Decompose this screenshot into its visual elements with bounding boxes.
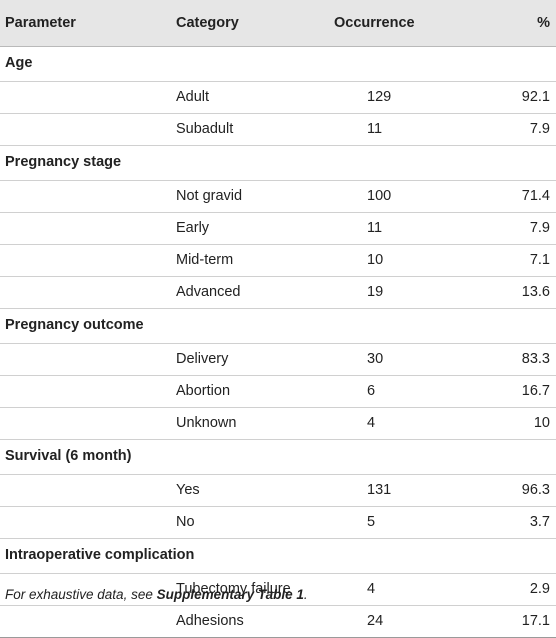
category-cell: Unknown (176, 407, 334, 440)
category-cell: Tubectomy failure (176, 573, 334, 606)
header-parameter: Parameter (0, 0, 176, 47)
footnote-suffix: . (303, 587, 308, 602)
category-cell: Delivery (176, 343, 334, 376)
occurrence-cell: 19 (334, 276, 464, 309)
empty-cell (0, 343, 176, 376)
percent-cell: 7.9 (464, 212, 556, 245)
table-row: Abortion 6 16.7 (0, 375, 556, 408)
occurrence-cell: 24 (334, 605, 464, 638)
empty-cell (0, 506, 176, 539)
table-row: Advanced 19 13.6 (0, 276, 556, 309)
footnote: For exhaustive data, see Supplementary T… (5, 587, 308, 602)
group-row: Survival (6 month) (0, 439, 556, 475)
table-row: Subadult 11 7.9 (0, 113, 556, 146)
occurrence-cell: 5 (334, 506, 464, 539)
percent-cell: 92.1 (464, 81, 556, 114)
table-row: Adult 129 92.1 (0, 81, 556, 114)
percent-cell: 7.9 (464, 113, 556, 146)
group-parameter: Age (0, 46, 556, 82)
percent-cell: 17.1 (464, 605, 556, 638)
percent-cell: 13.6 (464, 276, 556, 309)
category-cell: Not gravid (176, 180, 334, 213)
category-cell: Abortion (176, 375, 334, 408)
header-category: Category (176, 0, 334, 47)
empty-cell (0, 180, 176, 213)
group-row: Intraoperative complication (0, 538, 556, 574)
group-row: Pregnancy outcome (0, 308, 556, 344)
table-row: Early 11 7.9 (0, 212, 556, 245)
category-cell: Subadult (176, 113, 334, 146)
table-row: Not gravid 100 71.4 (0, 180, 556, 213)
category-cell: Advanced (176, 276, 334, 309)
group-parameter: Intraoperative complication (0, 538, 556, 574)
percent-cell: 3.7 (464, 506, 556, 539)
table-row: No 5 3.7 (0, 506, 556, 539)
empty-cell (0, 573, 176, 606)
occurrence-cell: 6 (334, 375, 464, 408)
category-cell: Yes (176, 474, 334, 507)
empty-cell (0, 375, 176, 408)
table-row: Tubectomy failure 4 2.9 (0, 573, 556, 606)
occurrence-cell: 10 (334, 244, 464, 277)
empty-cell (0, 81, 176, 114)
category-cell: Early (176, 212, 334, 245)
empty-cell (0, 276, 176, 309)
percent-cell: 83.3 (464, 343, 556, 376)
category-cell: Mid-term (176, 244, 334, 277)
table-row: Yes 131 96.3 (0, 474, 556, 507)
occurrence-cell: 129 (334, 81, 464, 114)
occurrence-cell: 4 (334, 573, 464, 606)
group-parameter: Pregnancy stage (0, 145, 556, 181)
occurrence-cell: 131 (334, 474, 464, 507)
empty-cell (0, 244, 176, 277)
percent-cell: 7.1 (464, 244, 556, 277)
group-row: Pregnancy stage (0, 145, 556, 181)
table-row: Adhesions 24 17.1 (0, 605, 556, 638)
table-row: Mid-term 10 7.1 (0, 244, 556, 277)
empty-cell (0, 212, 176, 245)
percent-cell: 16.7 (464, 375, 556, 408)
occurrence-cell: 11 (334, 113, 464, 146)
empty-cell (0, 407, 176, 440)
percent-cell: 10 (464, 407, 556, 440)
occurrence-cell: 30 (334, 343, 464, 376)
percent-cell: 71.4 (464, 180, 556, 213)
percent-cell: 2.9 (464, 573, 556, 606)
header-row: Parameter Category Occurrence % (0, 0, 556, 47)
table-body: Age Adult 129 92.1 Subadult 11 7.9 Pregnancy st… (0, 46, 556, 638)
occurrence-cell: 100 (334, 180, 464, 213)
table-row: Delivery 30 83.3 (0, 343, 556, 376)
footnote-link[interactable]: Supplementary Table 1 (156, 587, 304, 602)
category-cell: Adult (176, 81, 334, 114)
footnote-prefix: For exhaustive data, see (5, 587, 157, 602)
group-parameter: Survival (6 month) (0, 439, 556, 475)
table-header: Parameter Category Occurrence % (0, 0, 556, 47)
empty-cell (0, 113, 176, 146)
table-row: Unknown 4 10 (0, 407, 556, 440)
group-row: Age (0, 46, 556, 82)
header-occurrence: Occurrence (334, 0, 464, 47)
empty-cell (0, 474, 176, 507)
occurrence-cell: 4 (334, 407, 464, 440)
header-percent: % (464, 0, 556, 47)
occurrence-cell: 11 (334, 212, 464, 245)
category-cell: No (176, 506, 334, 539)
category-cell: Adhesions (176, 605, 334, 638)
percent-cell: 96.3 (464, 474, 556, 507)
empty-cell (0, 605, 176, 638)
group-parameter: Pregnancy outcome (0, 308, 556, 344)
